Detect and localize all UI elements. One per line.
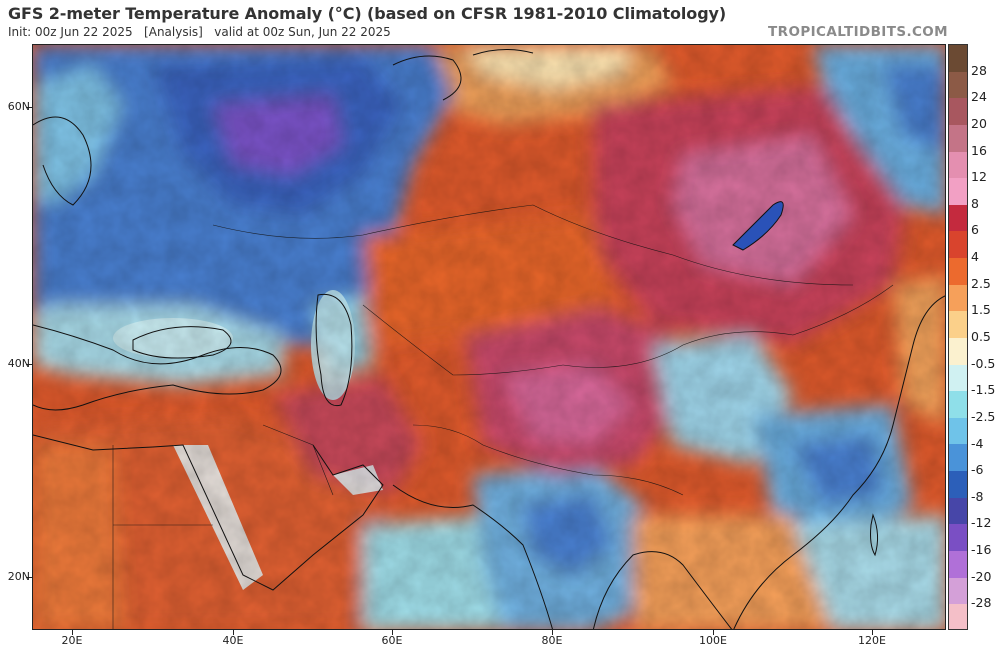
colorbar-swatch bbox=[949, 391, 967, 418]
coastline-scandinavia bbox=[33, 116, 92, 206]
colorbar-swatch bbox=[949, 151, 967, 179]
map-subtitle: Init: 00z Jun 22 2025 [Analysis] valid a… bbox=[8, 25, 391, 39]
coastline-taiwan bbox=[870, 513, 879, 557]
lake-baikal bbox=[732, 201, 784, 251]
colorbar-swatch bbox=[949, 337, 967, 365]
colorbar-label: 24 bbox=[971, 89, 987, 105]
colorbar-label: -16 bbox=[971, 542, 992, 558]
colorbar-swatch bbox=[949, 71, 967, 99]
lon-tick-100e bbox=[713, 630, 714, 635]
coastline-arctic bbox=[472, 49, 534, 56]
lon-label-100e: 100E bbox=[699, 634, 727, 647]
lat-label-60n: 60N bbox=[7, 100, 30, 113]
lon-tick-120e bbox=[872, 630, 873, 635]
colorbar-label: -20 bbox=[971, 568, 992, 584]
lon-tick-20e bbox=[72, 630, 73, 635]
colorbar-swatch bbox=[949, 497, 967, 525]
border-himalaya bbox=[412, 424, 684, 496]
colorbar-label: 4 bbox=[971, 249, 979, 265]
coastline-black-sea bbox=[132, 326, 232, 359]
colorbar-swatch bbox=[949, 204, 967, 232]
lat-tick-40n bbox=[26, 364, 32, 365]
coastlines bbox=[33, 49, 945, 629]
colorbar-swatch bbox=[949, 364, 967, 392]
border-central-asia bbox=[362, 304, 564, 376]
coastline-bay-of-bengal bbox=[592, 551, 733, 629]
colorbar-swatch bbox=[949, 124, 967, 152]
lon-tick-40e bbox=[233, 630, 234, 635]
lon-label-120e: 120E bbox=[858, 634, 886, 647]
country-borders bbox=[112, 204, 894, 629]
border-mongolia-china bbox=[562, 284, 894, 368]
colorbar-label: 12 bbox=[971, 169, 987, 185]
border-russia-south bbox=[212, 204, 854, 286]
coastline-turkey bbox=[33, 324, 282, 411]
colorbar-swatch bbox=[949, 311, 967, 338]
colorbar-swatch bbox=[949, 98, 967, 125]
colorbar-swatch bbox=[949, 577, 967, 605]
colorbar-swatch bbox=[949, 284, 967, 312]
colorbar-label: 2.5 bbox=[971, 275, 991, 291]
lat-label-40n: 40N bbox=[7, 357, 30, 370]
coastline-west-india bbox=[392, 484, 553, 629]
colorbar-label: 28 bbox=[971, 62, 987, 78]
map-title: GFS 2-meter Temperature Anomaly (°C) (ba… bbox=[8, 4, 727, 23]
colorbar-label: 0.5 bbox=[971, 329, 991, 344]
colorbar-label: -4 bbox=[971, 435, 984, 451]
colorbar-swatch bbox=[949, 258, 967, 285]
lon-label-80e: 80E bbox=[541, 634, 563, 647]
anomaly-map[interactable] bbox=[32, 44, 946, 630]
colorbar-label: 6 bbox=[971, 222, 979, 238]
lat-tick-60n bbox=[26, 107, 32, 108]
lon-tick-60e bbox=[392, 630, 393, 635]
border-iraq bbox=[262, 424, 334, 496]
colorbar-label: -2.5 bbox=[971, 408, 996, 424]
anomaly-map-canvas bbox=[33, 45, 945, 629]
lon-label-40e: 40E bbox=[222, 634, 244, 647]
lon-tick-80e bbox=[552, 630, 553, 635]
border-egypt-sudan bbox=[112, 445, 213, 629]
lon-label-60e: 60E bbox=[381, 634, 403, 647]
colorbar-label: -12 bbox=[971, 515, 992, 531]
colorbar-label: -0.5 bbox=[971, 355, 996, 371]
header: GFS 2-meter Temperature Anomaly (°C) (ba… bbox=[0, 0, 1000, 44]
colorbar-swatch bbox=[949, 417, 967, 445]
colorbar-label: 8 bbox=[971, 195, 979, 211]
coastline-arabia bbox=[33, 434, 384, 591]
colorbar-label: 20 bbox=[971, 115, 987, 131]
colorbar-swatch bbox=[949, 231, 967, 258]
lat-label-20n: 20N bbox=[7, 570, 30, 583]
colorbar-swatch bbox=[949, 178, 967, 205]
colorbar-swatch bbox=[949, 604, 967, 629]
colorbar-label: -6 bbox=[971, 462, 984, 478]
colorbar-label: -1.5 bbox=[971, 382, 996, 398]
lat-tick-20n bbox=[26, 577, 32, 578]
colorbar-label: 16 bbox=[971, 142, 987, 158]
colorbar bbox=[948, 44, 968, 630]
colorbar-label: -8 bbox=[971, 488, 984, 504]
colorbar-swatch bbox=[949, 550, 967, 578]
noise-texture bbox=[33, 45, 945, 629]
coastline-caspian bbox=[315, 293, 353, 407]
colorbar-swatch bbox=[949, 524, 967, 551]
brand-watermark[interactable]: TROPICALTIDBITS.COM bbox=[768, 24, 948, 40]
colorbar-label: -28 bbox=[971, 595, 992, 611]
colorbar-swatch bbox=[949, 444, 967, 471]
colorbar-swatch bbox=[949, 471, 967, 498]
coastline-novaya-zemlya bbox=[392, 55, 462, 101]
colorbar-label: 1.5 bbox=[971, 302, 991, 318]
coastline-east-asia bbox=[733, 295, 945, 629]
lon-label-20e: 20E bbox=[61, 634, 83, 647]
colorbar-swatch bbox=[949, 45, 967, 72]
